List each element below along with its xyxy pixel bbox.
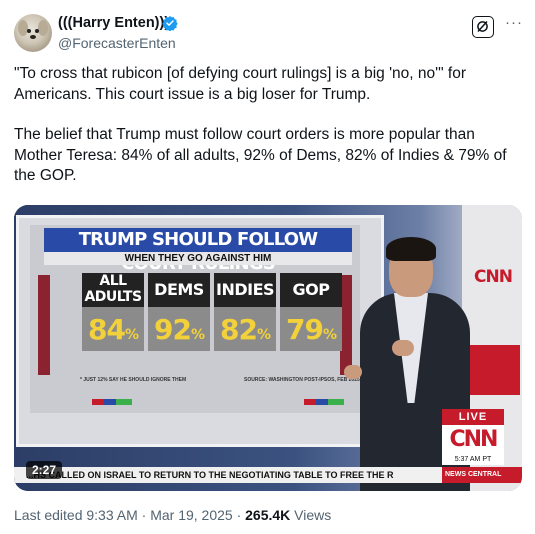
live-time: 5:37 AM PT [442, 455, 504, 465]
column-value: 84% [82, 307, 144, 351]
value-unit: % [256, 327, 271, 343]
ticker-tag: NEWS CENTRAL [442, 467, 522, 483]
screen-title: TRUMP SHOULD FOLLOW COURT RULINGS [44, 228, 352, 274]
dog-eye-right [35, 29, 39, 33]
ticker-text: ...HS CALLED ON ISRAEL TO RETURN TO THE … [26, 470, 394, 480]
video-player[interactable]: CNN ★★ TRUMP SHOULD FOLLOW COURT RULINGS… [14, 205, 522, 491]
tweet-paragraph-1: "To cross that rubicon [of defying court… [14, 65, 467, 103]
more-dots-icon[interactable]: ··· [505, 14, 523, 31]
value-unit: % [322, 327, 337, 343]
value-unit: % [124, 327, 139, 343]
column-label: DEMS [148, 273, 210, 307]
screen-footnote: * JUST 12% SAY HE SHOULD IGNORE THEM [80, 377, 187, 383]
grok-icon [477, 20, 488, 33]
screen-side-panel-right [340, 275, 352, 375]
live-badge: LIVE [442, 409, 504, 425]
presenter-hand-left [344, 365, 362, 379]
screen-source: SOURCE: WASHINGTON POST-IPSOS, FEB 2025 [244, 377, 360, 383]
column-all-adults: ALL ADULTS 84% [82, 273, 144, 351]
column-value: 79% [280, 307, 342, 351]
column-label: GOP [280, 273, 342, 307]
column-value: 92% [148, 307, 210, 351]
column-label-line1: ALL [99, 273, 127, 289]
column-label: INDIES [214, 273, 276, 307]
column-value: 82% [214, 307, 276, 351]
verified-badge-icon [162, 16, 178, 31]
value-unit: % [190, 327, 205, 343]
studio-cnn-logo: CNN [474, 267, 513, 287]
news-ticker [14, 467, 522, 483]
author-handle[interactable]: @ForecasterEnten [58, 35, 176, 51]
column-indies: INDIES 82% [214, 273, 276, 351]
value-number: 92 [154, 313, 192, 346]
grok-button[interactable] [472, 16, 494, 38]
tweet-meta: Last edited 9:33 AM · Mar 19, 2025 · 265… [14, 507, 331, 523]
views-label: Views [290, 507, 332, 523]
value-number: 82 [220, 313, 258, 346]
tweet-text: "To cross that rubicon [of defying court… [14, 64, 522, 187]
dog-eye-left [27, 29, 31, 33]
edited-timestamp[interactable]: Last edited 9:33 AM · Mar 19, 2025 · [14, 507, 246, 523]
video-duration[interactable]: 2:27 [26, 461, 63, 479]
screen-color-bar-right [304, 399, 344, 405]
column-dems: DEMS 92% [148, 273, 210, 351]
value-number: 84 [88, 313, 126, 346]
dog-nose [30, 35, 36, 39]
column-gop: GOP 79% [280, 273, 342, 351]
screen-subtitle: WHEN THEY GO AGAINST HIM [44, 252, 352, 265]
screen-color-bar-left [92, 399, 132, 405]
dog-ear-left [18, 20, 28, 36]
tweet-paragraph-2: The belief that Trump must follow court … [14, 126, 507, 184]
presenter-hand [392, 340, 414, 356]
value-number: 79 [286, 313, 324, 346]
dog-ear-right [38, 20, 48, 36]
column-label-line2: ADULTS [84, 289, 142, 305]
views-count[interactable]: 265.4K [245, 507, 291, 523]
presenter-hair [386, 237, 436, 261]
screen-side-panel-left [38, 275, 50, 375]
studio-stars: ★★ [469, 376, 509, 388]
author-avatar[interactable] [14, 14, 52, 52]
column-label: ALL ADULTS [82, 273, 144, 307]
cnn-live-logo: CNN [442, 425, 504, 455]
author-display-name[interactable]: (((Harry Enten))) [58, 15, 170, 31]
